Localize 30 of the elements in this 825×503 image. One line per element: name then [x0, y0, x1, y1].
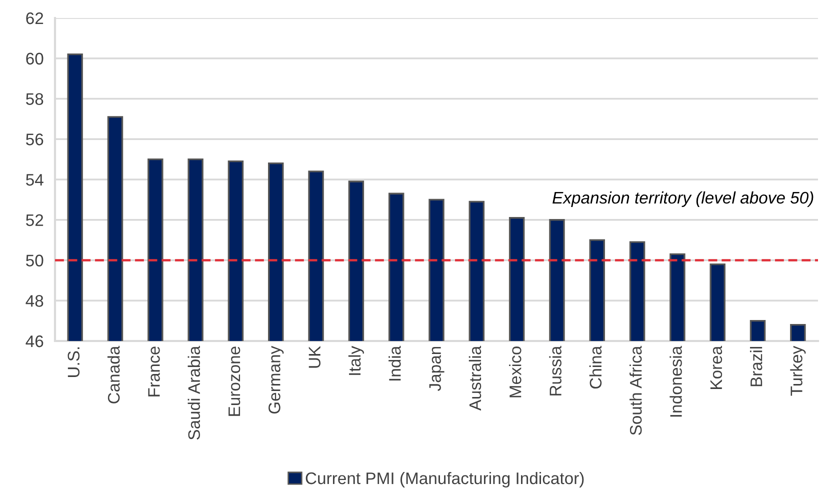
x-tick-label: Saudi Arabia [188, 346, 200, 440]
x-tick-label: Russia [549, 346, 562, 396]
x-tick-label: Korea [710, 346, 722, 389]
x-tick-label: France [148, 346, 160, 396]
x-tick-label: Indonesia [670, 346, 682, 417]
y-tick-label: 46 [26, 335, 44, 348]
y-tick-label: 52 [26, 214, 44, 226]
y-tick-label: 50 [26, 254, 44, 266]
y-tick-label: 62 [26, 12, 44, 24]
y-tick-label: 56 [26, 134, 44, 146]
x-tick-label: China [589, 346, 602, 389]
x-tick-label: South Africa [630, 346, 642, 435]
x-tick-label: Japan [429, 346, 444, 392]
x-tick-label: Brazil [750, 346, 762, 386]
x-tick-label: Germany [268, 346, 284, 414]
annotation: Expansion territory (level above 50) [552, 191, 814, 207]
x-tick-label: Mexico [509, 346, 522, 398]
y-tick-label: 60 [26, 52, 44, 65]
x-tick-label: Eurozone [228, 346, 240, 416]
x-tick-label: Australia [468, 346, 482, 411]
x-tick-label: Canada [107, 346, 120, 404]
x-tick-label: U.S. [68, 347, 80, 377]
x-tick-label: Turkey [790, 346, 806, 396]
legend-label: Current PMI (Manufacturing Indicator) [306, 472, 584, 488]
y-tick-label: 58 [26, 93, 44, 105]
x-tick-label: India [388, 346, 401, 380]
y-tick-label: 48 [26, 295, 44, 307]
y-tick-label: 54 [26, 174, 44, 186]
x-tick-label: Italy [348, 346, 364, 375]
x-tick-label: UK [308, 346, 320, 368]
